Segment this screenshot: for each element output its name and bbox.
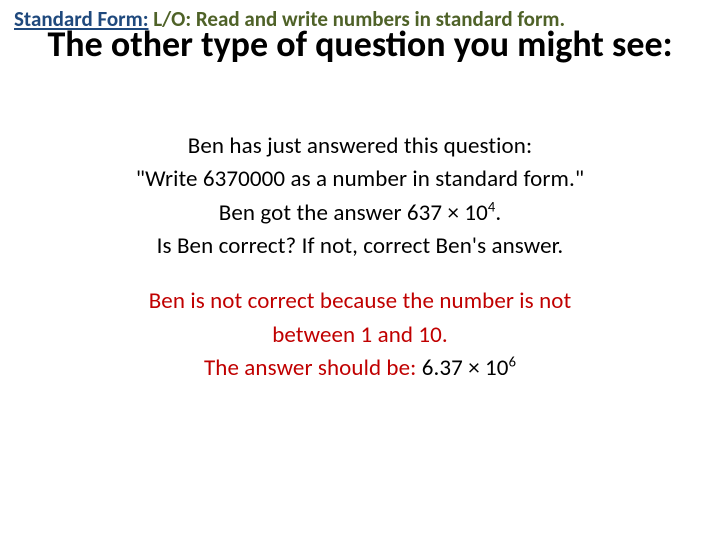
slide-title: The other type of question you might see… — [40, 24, 680, 65]
slide: Standard Form: L/O: Read and write numbe… — [0, 0, 720, 540]
q3-text-c: . — [495, 199, 501, 227]
question-line-4: Is Ben correct? If not, correct Ben's an… — [40, 230, 680, 263]
spacer — [40, 263, 680, 285]
question-line-1: Ben has just answered this question: — [40, 130, 680, 163]
slide-body: Ben has just answered this question: "Wr… — [40, 130, 680, 385]
answer-line-1: Ben is not correct because the number is… — [40, 285, 680, 318]
q3-expr-base: 637 × 10 — [407, 199, 488, 227]
a3-expr-exp: 6 — [509, 352, 516, 370]
answer-line-2: between 1 and 10. — [40, 319, 680, 352]
q3-text-a: Ben got the answer — [219, 199, 407, 227]
question-line-2: "Write 6370000 as a number in standard f… — [40, 163, 680, 196]
a3-expr-base: 6.37 × 10 — [422, 354, 509, 382]
answer-line-3: The answer should be: 6.37 × 106 — [40, 352, 680, 385]
a3-text-a: The answer should be: — [204, 354, 422, 382]
question-line-3: Ben got the answer 637 × 104. — [40, 197, 680, 230]
